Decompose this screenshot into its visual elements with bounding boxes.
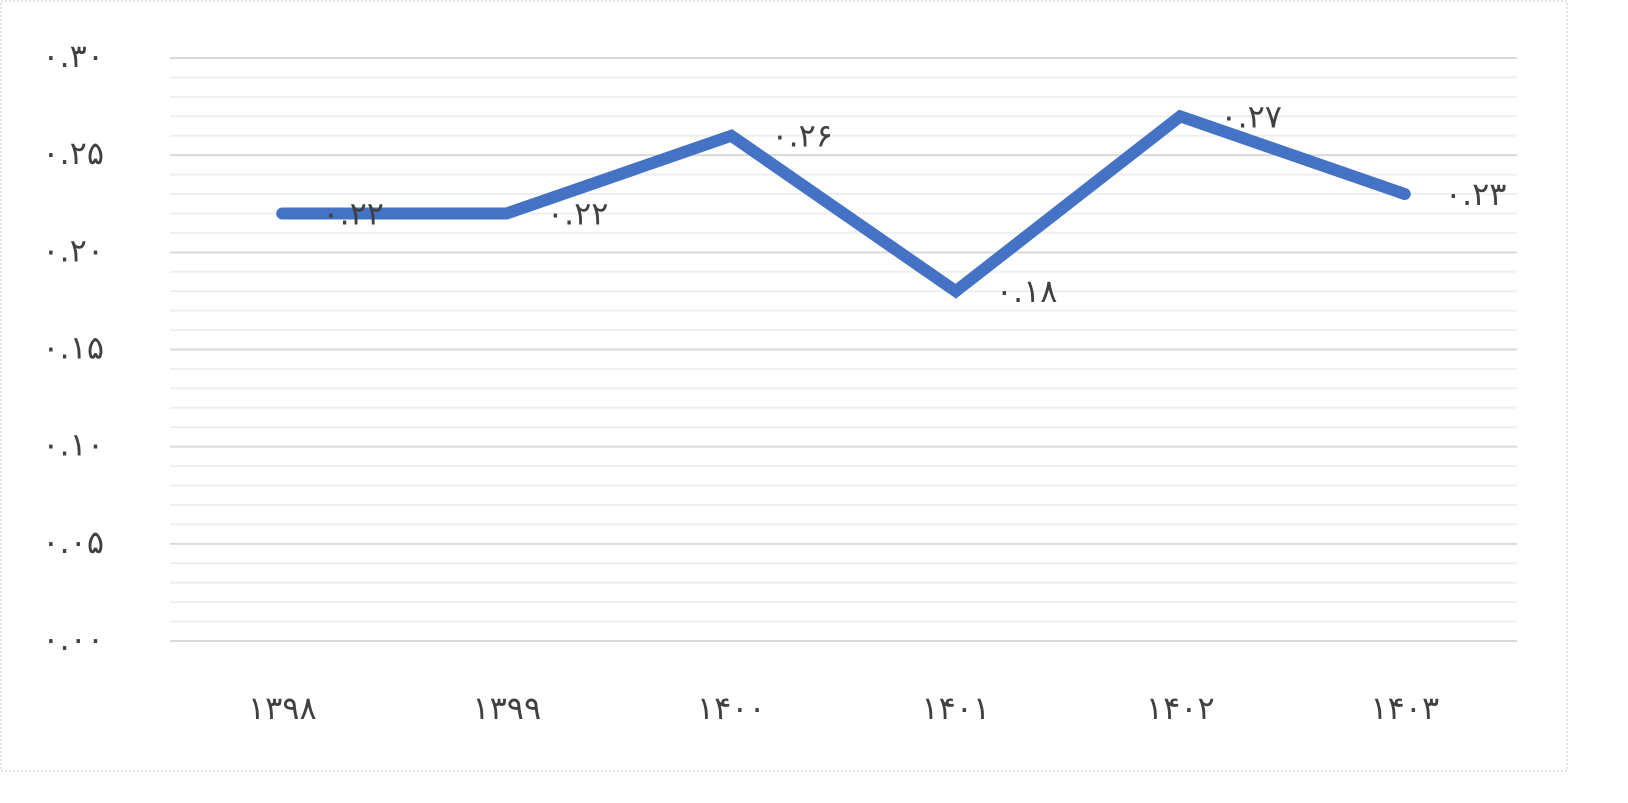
y-tick-label: ۰.۳۰ — [42, 37, 104, 75]
x-tick-label: ۱۴۰۱ — [921, 689, 990, 727]
data-label: ۰.۲۳ — [1445, 175, 1507, 213]
data-label: ۰.۲۶ — [771, 117, 833, 155]
x-tick-label: ۱۴۰۰ — [697, 689, 766, 727]
y-tick-label: ۰.۲۵ — [42, 134, 104, 172]
data-label: ۰.۲۷ — [1220, 97, 1282, 135]
data-label: ۰.۱۸ — [996, 272, 1058, 310]
y-tick-label: ۰.۱۰ — [42, 426, 104, 464]
y-tick-label: ۰.۲۰ — [42, 231, 104, 269]
data-label: ۰.۲۲ — [322, 194, 384, 232]
chart-border — [0, 0, 1568, 772]
x-tick-label: ۱۴۰۳ — [1370, 689, 1439, 727]
y-tick-label: ۰.۰۵ — [42, 523, 104, 561]
x-tick-label: ۱۳۹۹ — [472, 689, 541, 727]
data-label: ۰.۲۲ — [547, 194, 609, 232]
data-line — [276, 109, 1411, 299]
y-tick-label: ۰.۰۰ — [42, 620, 104, 658]
x-tick-label: ۱۳۹۸ — [248, 689, 317, 727]
y-tick-label: ۰.۱۵ — [42, 329, 104, 367]
x-tick-label: ۱۴۰۲ — [1146, 689, 1215, 727]
